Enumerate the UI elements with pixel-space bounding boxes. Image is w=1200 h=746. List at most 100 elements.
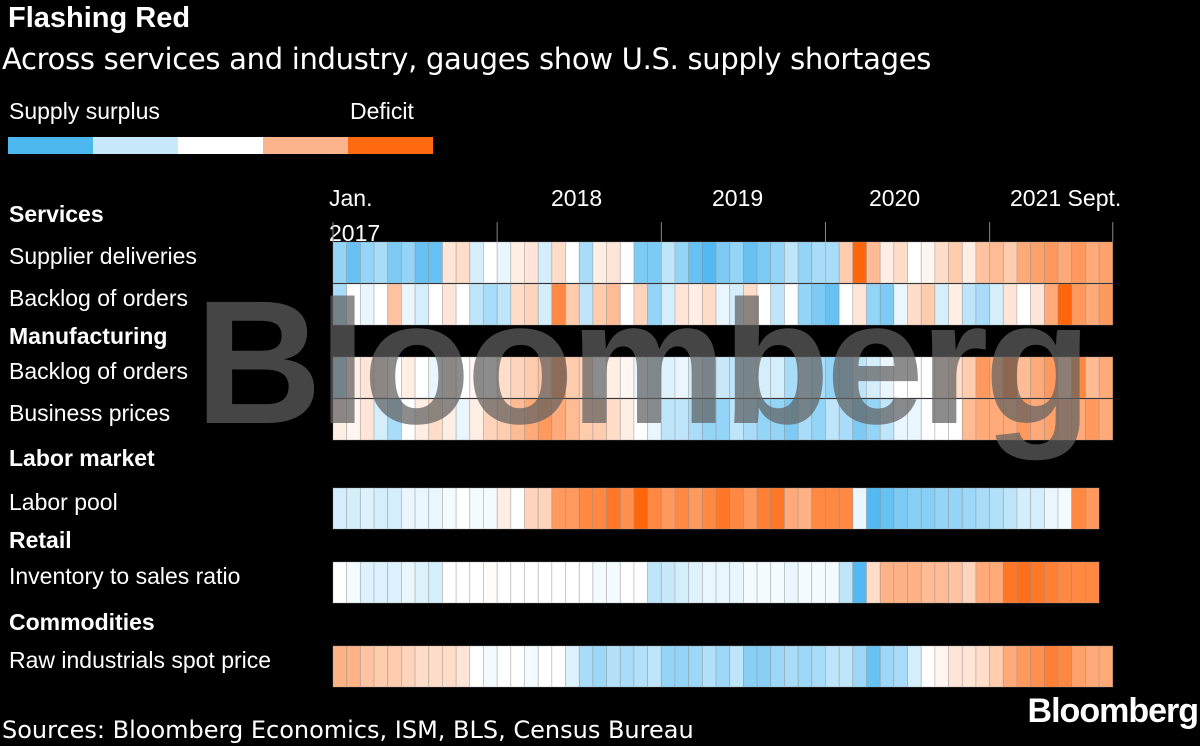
heatmap-cell xyxy=(989,561,1004,604)
heatmap-cell xyxy=(811,283,826,326)
heatmap-cell xyxy=(346,561,361,604)
heatmap-cell xyxy=(674,241,690,284)
heatmap-cell xyxy=(879,241,895,284)
heatmap-cell xyxy=(537,561,553,604)
heatmap-cell xyxy=(387,487,402,530)
heatmap-cell xyxy=(565,241,580,284)
heatmap-cell xyxy=(359,645,375,688)
heatmap-cell xyxy=(592,283,607,326)
heatmap-cell xyxy=(920,645,936,688)
heatmap-cell xyxy=(537,283,553,326)
heatmap-cell xyxy=(332,645,348,688)
heatmap-cell xyxy=(1057,283,1073,326)
heatmap-cell xyxy=(496,398,512,441)
category-label: Commodities xyxy=(9,609,155,635)
heatmap-cell xyxy=(825,561,840,604)
heatmap-cell xyxy=(989,283,1004,326)
heatmap-cell xyxy=(1098,398,1114,441)
heatmap-cell xyxy=(633,645,649,688)
heatmap-cell xyxy=(784,241,799,284)
heatmap-cell xyxy=(455,283,471,326)
heatmap-cell xyxy=(1043,398,1059,441)
heatmap-cell xyxy=(373,283,389,326)
heatmap-cell xyxy=(907,561,922,604)
heatmap-cell xyxy=(400,645,416,688)
heatmap-cell xyxy=(715,283,731,326)
heatmap-cell xyxy=(660,645,676,688)
heatmap-cell xyxy=(455,356,471,399)
heatmap-cell xyxy=(934,398,949,441)
heatmap-cell xyxy=(907,645,922,688)
heatmap-cell xyxy=(359,487,375,530)
category-label: Services xyxy=(9,201,104,227)
heatmap-cell xyxy=(852,561,867,604)
heatmap-cell xyxy=(770,398,785,441)
heatmap-cell xyxy=(729,283,744,326)
heatmap-cell xyxy=(784,561,799,604)
heatmap-cell xyxy=(715,241,731,284)
x-tick-label: 2020 xyxy=(869,185,921,211)
heatmap-cell xyxy=(414,241,430,284)
heatmap-cell xyxy=(797,241,813,284)
heatmap-cell xyxy=(852,241,867,284)
heatmap-cell xyxy=(920,241,936,284)
heatmap-cell xyxy=(633,487,649,530)
row-label: Supplier deliveries xyxy=(9,243,197,269)
heatmap-cell xyxy=(879,398,895,441)
heatmap-cell xyxy=(606,241,621,284)
category-label: Manufacturing xyxy=(9,323,168,349)
heatmap-cell xyxy=(907,356,922,399)
heatmap-cell xyxy=(551,241,566,284)
heatmap-cell xyxy=(578,645,594,688)
heatmap-cell xyxy=(838,645,854,688)
heatmap-cell xyxy=(1030,241,1045,284)
heatmap-cell xyxy=(756,241,772,284)
heatmap-cell xyxy=(359,561,375,604)
heatmap-cell xyxy=(387,645,402,688)
heatmap-cell xyxy=(893,283,908,326)
heatmap-cell xyxy=(1030,645,1045,688)
heatmap-cell xyxy=(907,283,922,326)
heatmap-cell xyxy=(756,645,772,688)
heatmap-cell xyxy=(975,398,991,441)
heatmap-cell xyxy=(1016,356,1032,399)
heatmap-cell xyxy=(483,398,498,441)
heatmap-cell xyxy=(920,561,936,604)
legend-swatch xyxy=(263,137,348,154)
heatmap-cell xyxy=(633,398,649,441)
heatmap-cell xyxy=(537,645,553,688)
heatmap-cell xyxy=(565,398,580,441)
heatmap-cell xyxy=(715,398,731,441)
heatmap-cell xyxy=(359,241,375,284)
heatmap-cell xyxy=(647,487,662,530)
heatmap-cell xyxy=(524,561,539,604)
heatmap-cell xyxy=(442,398,457,441)
heatmap-cell xyxy=(400,487,416,530)
heatmap-cell xyxy=(866,283,881,326)
heatmap-cell xyxy=(428,398,443,441)
heatmap-cell xyxy=(743,487,758,530)
heatmap-cell xyxy=(1071,398,1086,441)
heatmap-cell xyxy=(1002,283,1018,326)
heatmap-cell xyxy=(510,283,525,326)
heatmap-cell xyxy=(551,561,566,604)
heatmap-cell xyxy=(688,487,703,530)
heatmap-cell xyxy=(537,356,553,399)
heatmap-cell xyxy=(852,356,867,399)
heatmap-cell xyxy=(770,645,785,688)
heatmap-cell xyxy=(400,356,416,399)
heatmap-cell xyxy=(975,561,991,604)
heatmap-cell xyxy=(496,241,512,284)
heatmap-cell xyxy=(414,356,430,399)
heatmap-cell xyxy=(688,241,703,284)
heatmap-cell xyxy=(346,645,361,688)
heatmap-cell xyxy=(346,283,361,326)
heatmap-cell xyxy=(1098,645,1114,688)
heatmap-cell xyxy=(442,356,457,399)
heatmap-cell xyxy=(469,398,484,441)
heatmap-cell xyxy=(606,561,621,604)
heatmap-cell xyxy=(989,241,1004,284)
heatmap-cell xyxy=(1030,487,1045,530)
heatmap-cell xyxy=(442,561,457,604)
heatmap-cell xyxy=(674,645,690,688)
